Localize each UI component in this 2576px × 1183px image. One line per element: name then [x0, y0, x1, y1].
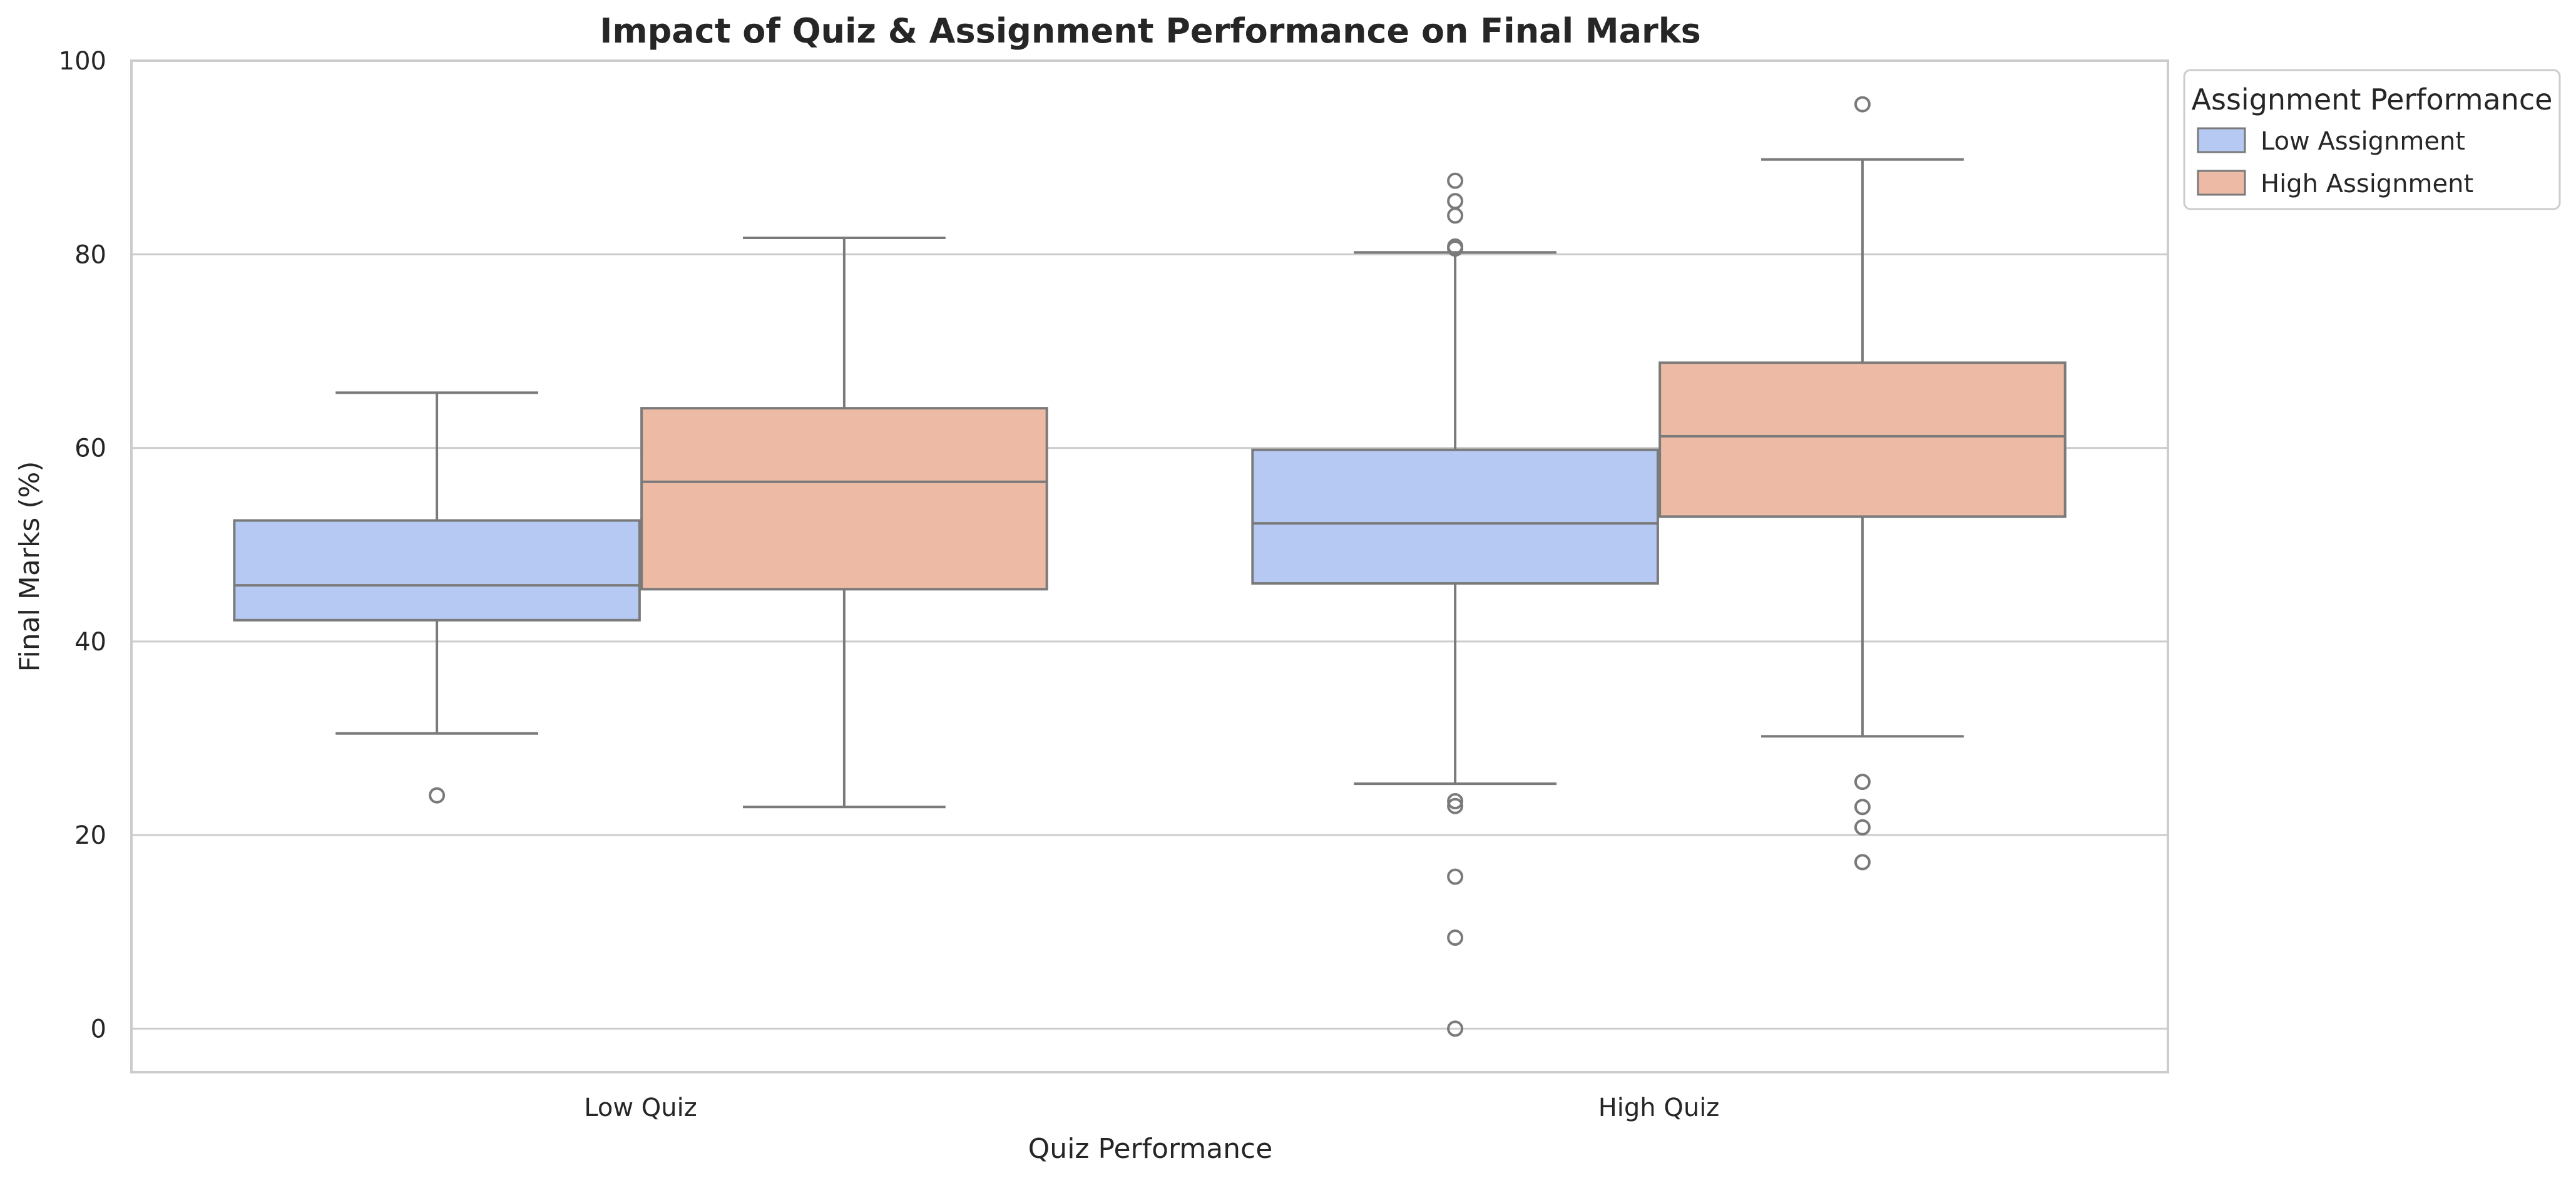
outlier-point	[429, 787, 446, 804]
outlier-point	[1447, 793, 1464, 810]
legend-swatch	[2197, 170, 2246, 196]
outlier-point	[1854, 854, 1871, 871]
outlier-point	[1447, 240, 1464, 257]
outlier-point	[1447, 1020, 1464, 1037]
chart-title: Impact of Quiz & Assignment Performance …	[600, 11, 1701, 51]
legend-frame	[2183, 69, 2561, 210]
iqr-box	[233, 519, 641, 622]
y-tick-label: 80	[74, 240, 106, 269]
legend-title: Assignment Performance	[2192, 83, 2553, 116]
y-tick-label: 40	[74, 628, 106, 657]
boxes	[233, 96, 2067, 1037]
box-high-assignment	[640, 236, 1048, 809]
box-high-assignment	[1659, 96, 2067, 871]
outlier-point	[1854, 799, 1871, 816]
x-axis-label: Quiz Performance	[1028, 1133, 1273, 1165]
outlier-point	[1447, 207, 1464, 224]
legend: Assignment Performance Low Assignment Hig…	[2183, 69, 2561, 210]
box-low-assignment	[1251, 172, 1659, 1037]
outlier-point	[1447, 172, 1464, 189]
outlier-point	[1854, 96, 1871, 113]
outlier-point	[1447, 868, 1464, 885]
iqr-box	[1251, 448, 1659, 585]
axis-ticks: 0 20 40 60 80 100 Low Quiz High Quiz	[59, 47, 1720, 1122]
iqr-box	[1659, 361, 2067, 518]
outlier-point	[1447, 929, 1464, 946]
y-tick-label: 100	[59, 47, 106, 76]
outlier-point	[1854, 774, 1871, 791]
x-tick-label: High Quiz	[1598, 1093, 1720, 1122]
y-tick-label: 60	[74, 434, 106, 463]
legend-item: Low Assignment	[2197, 127, 2465, 156]
y-tick-label: 0	[91, 1015, 106, 1043]
y-axis-label: Final Marks (%)	[14, 461, 46, 672]
y-tick-label: 20	[74, 821, 106, 850]
outlier-point	[1447, 193, 1464, 210]
iqr-box	[640, 407, 1048, 591]
x-tick-label: Low Quiz	[584, 1093, 697, 1122]
legend-item: High Assignment	[2197, 170, 2473, 198]
outlier-point	[1854, 819, 1871, 836]
plot-area-frame	[130, 59, 2169, 1073]
legend-items: Low Assignment High Assignment	[2197, 127, 2473, 198]
box-low-assignment	[233, 391, 641, 804]
outlier-point	[1447, 797, 1464, 814]
legend-swatch	[2197, 127, 2246, 153]
legend-label: Low Assignment	[2261, 127, 2465, 156]
legend-label: High Assignment	[2261, 170, 2473, 198]
